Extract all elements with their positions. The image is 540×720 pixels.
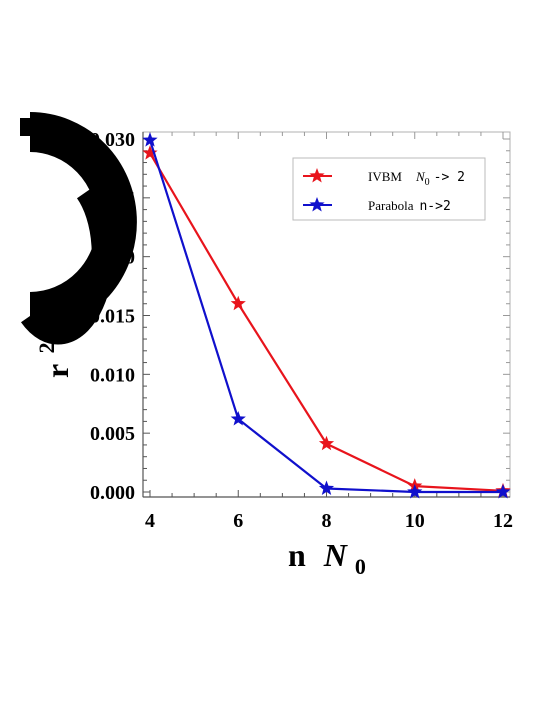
data-point-star bbox=[495, 484, 511, 499]
legend-entries: IVBM N0 -> 2 Parabola n->2 bbox=[303, 168, 465, 214]
overlay-arc-graphic bbox=[20, 112, 137, 345]
legend-box bbox=[292, 157, 486, 221]
x-tick-label: 8 bbox=[322, 510, 332, 532]
data-point-star bbox=[318, 435, 335, 451]
x-axis-title: n N 0 bbox=[288, 537, 366, 579]
legend-label: IVBM N0 -> 2 bbox=[368, 169, 465, 188]
legend: IVBM N0 -> 2 Parabola n->2 bbox=[292, 157, 486, 221]
y-axis-title: r 2 bbox=[34, 342, 75, 378]
x-tick-label: 4 bbox=[145, 510, 155, 532]
data-point-star bbox=[407, 484, 423, 499]
legend-entry: Parabola n->2 bbox=[303, 197, 451, 214]
x-tick-label: 6 bbox=[233, 510, 243, 532]
legend-marker-star bbox=[309, 168, 325, 183]
x-axis-title-symbol: N bbox=[323, 537, 349, 573]
y-axis-title-superscript: 2 bbox=[34, 342, 59, 353]
legend-label: Parabola n->2 bbox=[368, 198, 451, 214]
data-point-star bbox=[230, 295, 246, 311]
x-axis-title-subscript: 0 bbox=[355, 554, 366, 579]
legend-entry: IVBM N0 -> 2 bbox=[303, 168, 465, 188]
series-parabola bbox=[142, 132, 511, 499]
legend-marker-star bbox=[309, 197, 325, 212]
data-point-star bbox=[230, 411, 246, 426]
y-tick-label: 0.005 bbox=[90, 423, 135, 445]
x-tick-labels: 4 6 8 10 12 bbox=[145, 510, 513, 532]
data-point-star bbox=[318, 480, 335, 495]
y-tick-label: 0.000 bbox=[90, 482, 135, 504]
series-layer bbox=[142, 132, 511, 499]
x-tick-label: 12 bbox=[493, 510, 513, 532]
data-point-star bbox=[142, 145, 158, 160]
x-axis-title-prefix: n bbox=[288, 537, 306, 573]
data-point-star bbox=[142, 132, 158, 147]
y-axis-title-prefix: r bbox=[39, 364, 75, 378]
y-tick-label: 0.010 bbox=[90, 364, 135, 386]
x-tick-label: 10 bbox=[405, 510, 425, 532]
